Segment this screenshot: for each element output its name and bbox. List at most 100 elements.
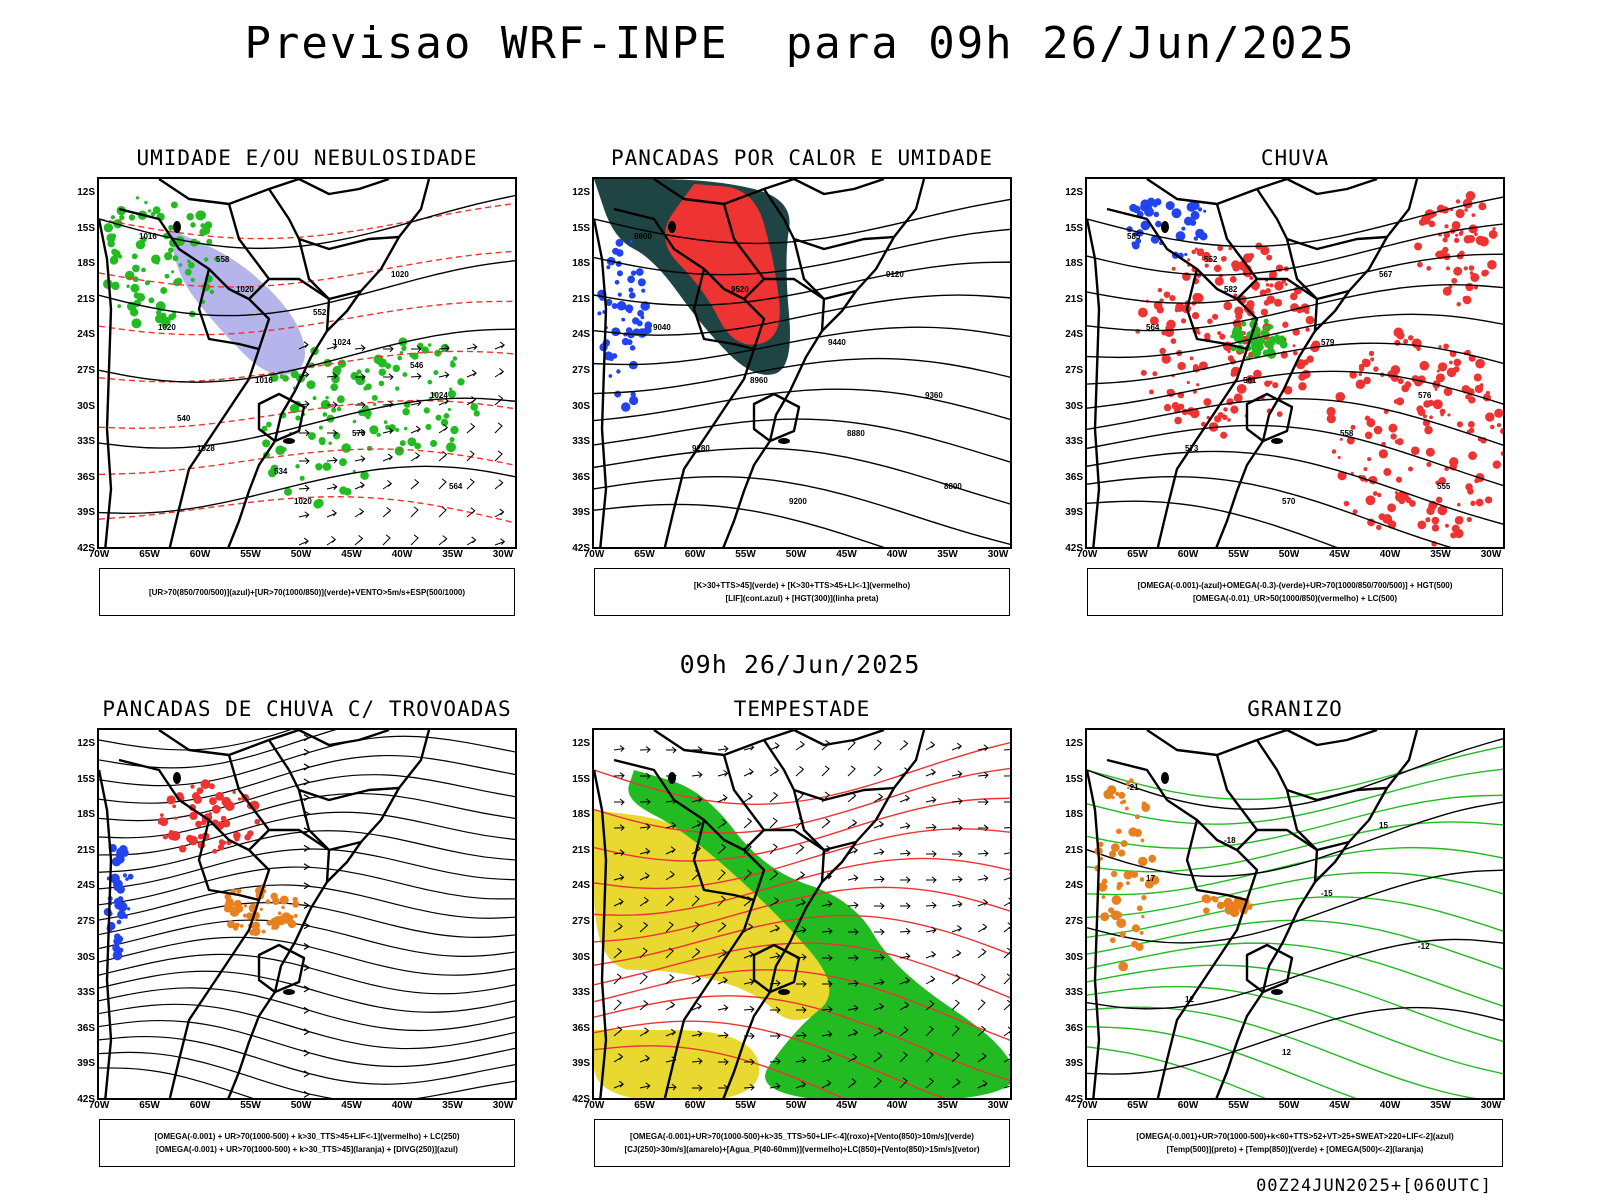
latitude-label: 18S (572, 258, 590, 270)
panel-title: PANCADAS POR CALOR E UMIDADE (610, 146, 993, 170)
forecast-time-label: 09h 26/Jun/2025 (679, 650, 921, 679)
panel-title: GRANIZO (1247, 697, 1343, 721)
longitude-label: 65W (1127, 549, 1148, 560)
latitude-label: 21S (77, 844, 95, 856)
contour-value-label: 9200 (789, 497, 807, 506)
contour-value-label: 1020 (391, 270, 409, 279)
latitude-label: 12S (77, 738, 95, 749)
longitude-label: 55W (1228, 549, 1249, 560)
contour-value-label: 540 (177, 414, 191, 423)
latitude-label: 27S (1065, 365, 1083, 376)
longitude-label: 35W (1430, 549, 1451, 560)
longitude-label: 50W (785, 1100, 807, 1111)
contour-value-label: 534 (274, 467, 288, 476)
latitude-label: 27S (1065, 916, 1083, 927)
longitude-label: 65W (139, 549, 160, 560)
legend-line: [OMEGA(-0.001)-(azul)+OMEGA(-0.3)-(verde… (1137, 581, 1453, 590)
contour-value-label: 15 (1379, 821, 1388, 830)
longitude-label: 50W (1278, 1100, 1300, 1111)
latitude-label: 36S (572, 1022, 590, 1034)
latitude-label: 33S (77, 436, 95, 448)
contour-value-label: 576 (1418, 391, 1432, 400)
longitude-label: 65W (634, 1100, 655, 1111)
latitude-label: 27S (77, 365, 95, 376)
longitude-label: 50W (1278, 549, 1300, 560)
latitude-label: 15S (572, 773, 590, 785)
map-area (97, 728, 517, 1100)
latitude-label: 36S (77, 471, 95, 483)
contour-value-label: 17 (1146, 874, 1155, 883)
contour-value-label: 564 (449, 482, 463, 491)
pressure-contours (99, 194, 515, 515)
map-area (592, 728, 1012, 1100)
latitude-label: 39S (1065, 507, 1083, 519)
latitude-label: 33S (1065, 436, 1083, 448)
longitude-label: 30W (1480, 1100, 1502, 1111)
panel-title: PANCADAS DE CHUVA C/ TROVOADAS (102, 697, 512, 721)
latitude-label: 27S (572, 916, 590, 927)
longitude-label: 50W (290, 1100, 312, 1111)
contour-value-label: 1020 (158, 323, 176, 332)
latitude-label: 18S (77, 809, 95, 821)
longitude-label: 55W (240, 549, 261, 560)
latitude-label: 15S (1065, 222, 1083, 234)
latitude-label: 42S (572, 1094, 590, 1105)
latitude-label: 21S (1065, 844, 1083, 856)
longitude-label: 70W (1076, 549, 1098, 560)
latitude-label: 18S (1065, 258, 1083, 270)
legend-box: [OMEGA(-0.001)+UR>70(1000-500)+k<60+TTS>… (1087, 1119, 1503, 1167)
longitude-label: 50W (290, 549, 312, 560)
country-borders (1087, 730, 1419, 1098)
legend-line: [UR>70(850/700/500)](azul)+[UR>70(1000/8… (148, 587, 466, 597)
contour-value-label: 546 (410, 361, 424, 370)
longitude-label: 40W (391, 549, 413, 560)
legend-line: [OMEGA(-0.001)+UR>70(1000-500)+k<60+TTS>… (1136, 1132, 1454, 1141)
longitude-label: 35W (442, 549, 463, 560)
latitude-label: 30S (1065, 951, 1083, 963)
contour-value-label: 1024 (333, 338, 351, 347)
contour-value-label: 1016 (139, 232, 157, 241)
latitude-label: 39S (572, 1058, 590, 1070)
longitude-label: 35W (442, 1100, 463, 1111)
longitude-label: 45W (836, 549, 857, 560)
rain-omega-red (1326, 327, 1503, 547)
latitude-label: 21S (572, 844, 590, 856)
main-title: Previsao WRF-INPE para 09h 26/Jun/2025 (244, 18, 1356, 69)
legend-line: [Temp(500)](preto) + [Temp(850)](verde) … (1166, 1145, 1424, 1154)
latitude-label: 42S (572, 543, 590, 554)
map-area: 1016 1020 1024 1024 1028 1020 1020 1020 1016 570 5… (97, 177, 517, 549)
contour-value-label: 555 (1437, 482, 1451, 491)
country-borders (594, 730, 926, 1098)
longitude-label: 70W (583, 1100, 605, 1111)
contour-value-label: 561 (1243, 376, 1257, 385)
longitude-label: 50W (785, 549, 807, 560)
longitude-label: 65W (139, 1100, 160, 1111)
latitude-label: 21S (572, 293, 590, 305)
legend-box: [OMEGA(-0.001) + UR>70(1000-500) + k>30_… (99, 1119, 515, 1167)
longitude-label: 65W (634, 549, 655, 560)
contour-value-label: 1016 (255, 376, 273, 385)
convection-orange (223, 883, 300, 936)
thickness-contours (99, 202, 515, 524)
longitude-label: 45W (1329, 549, 1350, 560)
contour-value-label: 558 (1340, 429, 1354, 438)
latitude-label: 30S (77, 951, 95, 963)
latitude-label: 24S (1065, 329, 1083, 341)
latitude-label: 15S (77, 222, 95, 234)
contour-value-label: -18 (1224, 836, 1236, 845)
longitude-label: 55W (1228, 1100, 1249, 1111)
latitude-label: 39S (77, 1058, 95, 1070)
latitude-label: 15S (1065, 773, 1083, 785)
latitude-label: 33S (572, 436, 590, 448)
longitude-label: 60W (684, 549, 706, 560)
longitude-label: 30W (987, 549, 1009, 560)
latitude-label: 42S (77, 1094, 95, 1105)
legend-line: [LIF](cont.azul) + [HGT(300)](linha pret… (725, 594, 879, 603)
contour-value-label: 585 (1127, 232, 1141, 241)
contour-value-label: 8960 (750, 376, 768, 385)
map-canvas: 9600 9520 9440 9360 9280 9200 9120 9040 8960 8880… (594, 179, 1010, 547)
latitude-label: 42S (77, 543, 95, 554)
longitude-label: 35W (1430, 1100, 1451, 1111)
legend-line: [OMEGA(-0.001) + UR>70(1000-500) + k>30_… (154, 1132, 460, 1141)
